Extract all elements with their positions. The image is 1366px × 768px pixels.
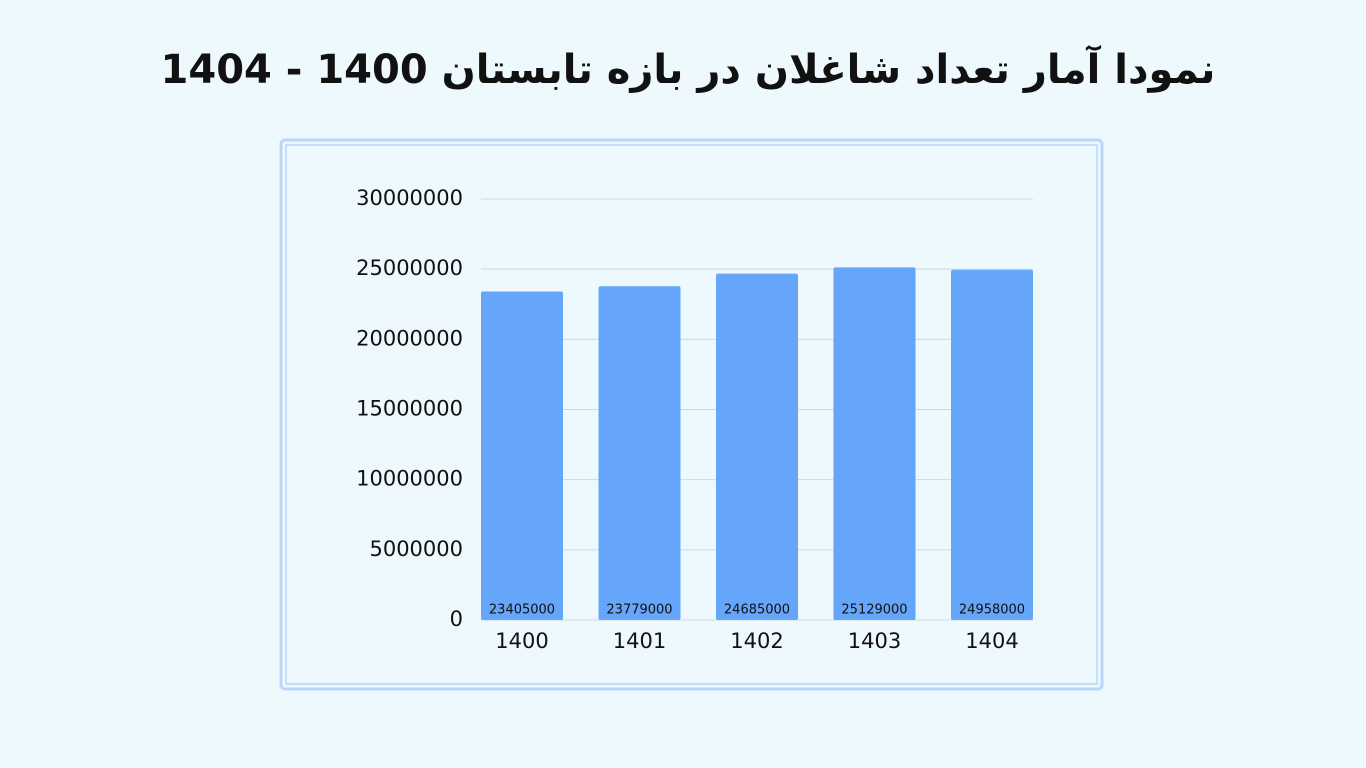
bar: [951, 269, 1033, 620]
value-label: 25129000: [841, 603, 907, 618]
x-tick-label: 1404: [965, 629, 1018, 653]
bar: [716, 273, 798, 620]
bar: [481, 291, 563, 620]
value-label: 23405000: [489, 603, 555, 618]
y-tick-label: 15000000: [356, 397, 463, 421]
panel-border: [279, 138, 1104, 691]
x-tick-label: 1401: [613, 629, 666, 653]
y-tick-label: 10000000: [356, 467, 463, 491]
x-tick-label: 1400: [495, 629, 548, 653]
y-tick-label: 25000000: [356, 256, 463, 280]
bar: [598, 286, 681, 620]
y-tick-label: 30000000: [356, 186, 463, 210]
x-tick-label: 1403: [848, 629, 901, 653]
chart-title: نمودا آمار تعداد شاغلان در بازه تابستان …: [161, 44, 1216, 93]
value-label: 24685000: [724, 603, 790, 618]
value-label: 23779000: [606, 603, 672, 618]
y-tick-label: 0: [450, 607, 463, 631]
value-label: 24958000: [959, 603, 1025, 618]
y-tick-label: 5000000: [369, 537, 463, 561]
x-tick-label: 1402: [730, 629, 783, 653]
y-tick-label: 20000000: [356, 326, 463, 350]
bar: [833, 267, 916, 620]
